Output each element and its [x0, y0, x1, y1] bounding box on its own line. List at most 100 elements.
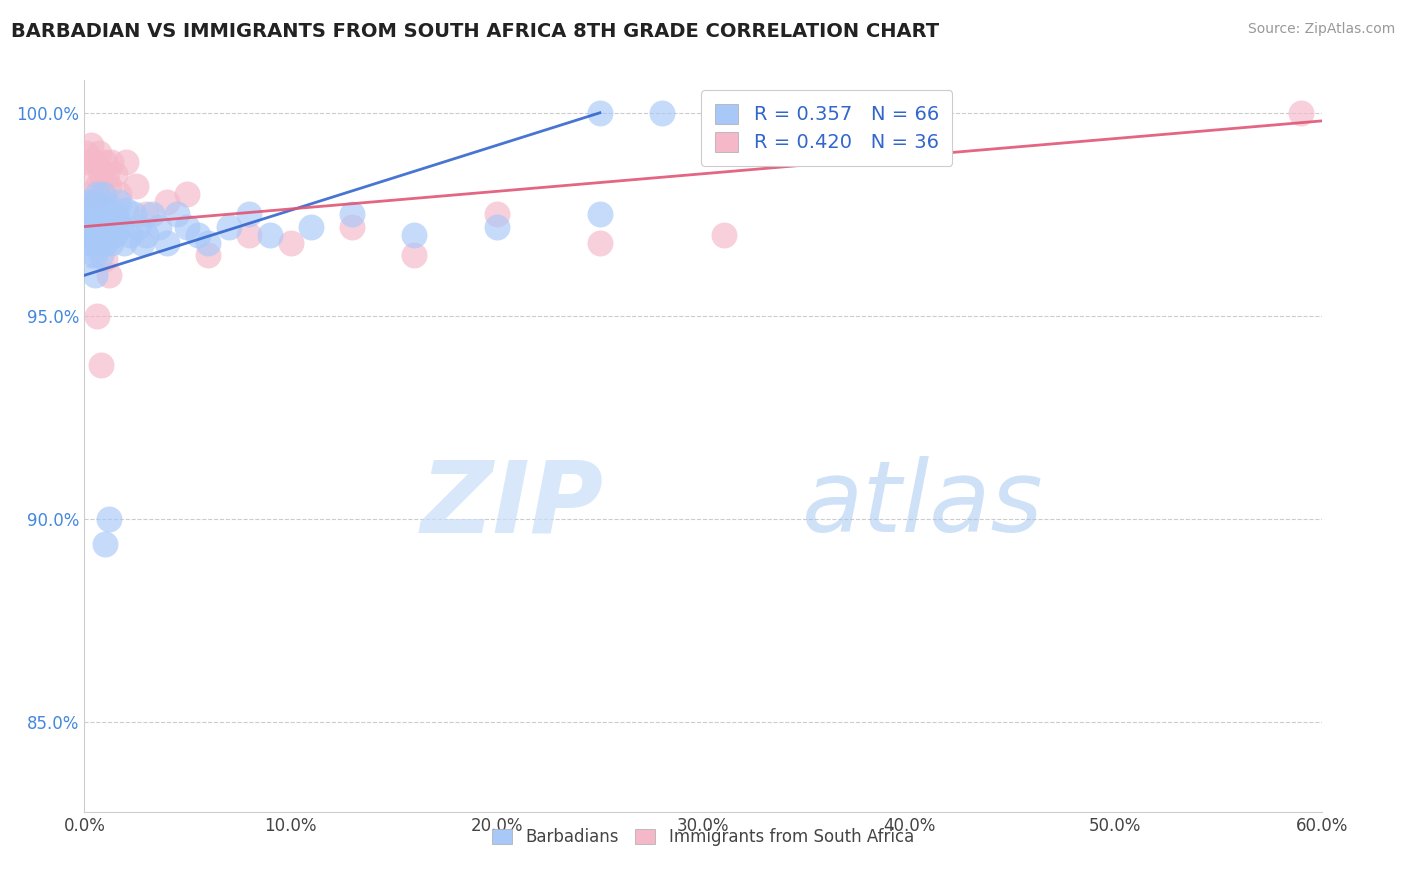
- Point: [156, 235, 179, 250]
- Point: [108, 195, 131, 210]
- Point: [75, 227, 97, 242]
- Text: BARBADIAN VS IMMIGRANTS FROM SOUTH AFRICA 8TH GRADE CORRELATION CHART: BARBADIAN VS IMMIGRANTS FROM SOUTH AFRIC…: [11, 22, 939, 41]
- Point: [98, 512, 121, 526]
- Point: [77, 154, 100, 169]
- Point: [91, 187, 114, 202]
- Point: [86, 309, 108, 323]
- Point: [83, 224, 105, 238]
- Point: [104, 167, 127, 181]
- Point: [87, 203, 110, 218]
- Point: [404, 227, 426, 242]
- Point: [82, 215, 104, 229]
- Point: [589, 207, 612, 221]
- Point: [299, 219, 322, 234]
- Point: [79, 138, 101, 153]
- Point: [98, 178, 121, 193]
- Point: [82, 199, 104, 213]
- Text: atlas: atlas: [801, 456, 1043, 553]
- Point: [651, 105, 673, 120]
- Point: [238, 207, 260, 221]
- Point: [77, 235, 100, 250]
- Point: [94, 536, 117, 550]
- Point: [90, 167, 112, 181]
- Point: [589, 105, 612, 120]
- Point: [79, 187, 101, 202]
- Point: [91, 219, 114, 234]
- Point: [94, 252, 117, 266]
- Point: [187, 227, 209, 242]
- Point: [91, 187, 114, 202]
- Point: [94, 227, 117, 242]
- Point: [75, 146, 97, 161]
- Text: Source: ZipAtlas.com: Source: ZipAtlas.com: [1247, 22, 1395, 37]
- Point: [342, 207, 364, 221]
- Y-axis label: 8th Grade: 8th Grade: [0, 404, 6, 488]
- Point: [104, 227, 127, 242]
- Point: [96, 167, 118, 181]
- Point: [90, 227, 112, 242]
- Point: [131, 235, 153, 250]
- Point: [94, 235, 117, 250]
- Point: [98, 199, 121, 213]
- Point: [98, 227, 121, 242]
- Point: [82, 167, 104, 181]
- Point: [103, 219, 125, 234]
- Point: [713, 227, 735, 242]
- Point: [218, 219, 240, 234]
- Point: [87, 219, 110, 234]
- Point: [90, 358, 112, 372]
- Point: [100, 154, 122, 169]
- Point: [485, 207, 508, 221]
- Point: [83, 268, 105, 283]
- Point: [342, 219, 364, 234]
- Point: [100, 211, 122, 226]
- Point: [135, 227, 157, 242]
- Point: [79, 248, 101, 262]
- Text: ZIP: ZIP: [420, 456, 605, 553]
- Point: [156, 195, 179, 210]
- Point: [259, 227, 281, 242]
- Point: [77, 195, 100, 210]
- Point: [197, 235, 219, 250]
- Point: [404, 248, 426, 262]
- Point: [127, 219, 149, 234]
- Point: [87, 146, 110, 161]
- Point: [79, 207, 101, 221]
- Point: [122, 207, 145, 221]
- Point: [86, 235, 108, 250]
- Point: [86, 211, 108, 226]
- Point: [135, 207, 157, 221]
- Point: [141, 207, 163, 221]
- Point: [197, 248, 219, 262]
- Point: [96, 219, 118, 234]
- Point: [98, 268, 121, 283]
- Point: [176, 187, 198, 202]
- Point: [82, 235, 104, 250]
- Point: [83, 195, 105, 210]
- Point: [96, 203, 118, 218]
- Point: [83, 248, 105, 262]
- Point: [104, 207, 127, 221]
- Point: [114, 203, 136, 218]
- Point: [110, 219, 132, 234]
- Point: [238, 227, 260, 242]
- Point: [87, 235, 110, 250]
- Point: [280, 235, 302, 250]
- Point: [114, 154, 136, 169]
- Point: [90, 207, 112, 221]
- Point: [79, 219, 101, 234]
- Point: [86, 178, 108, 193]
- Point: [125, 178, 148, 193]
- Point: [100, 235, 122, 250]
- Point: [1289, 105, 1312, 120]
- Point: [166, 207, 188, 221]
- Point: [94, 154, 117, 169]
- Point: [83, 195, 105, 210]
- Point: [90, 219, 112, 234]
- Point: [86, 187, 108, 202]
- Point: [108, 187, 131, 202]
- Point: [94, 207, 117, 221]
- Point: [82, 227, 104, 242]
- Point: [176, 219, 198, 234]
- Point: [148, 219, 170, 234]
